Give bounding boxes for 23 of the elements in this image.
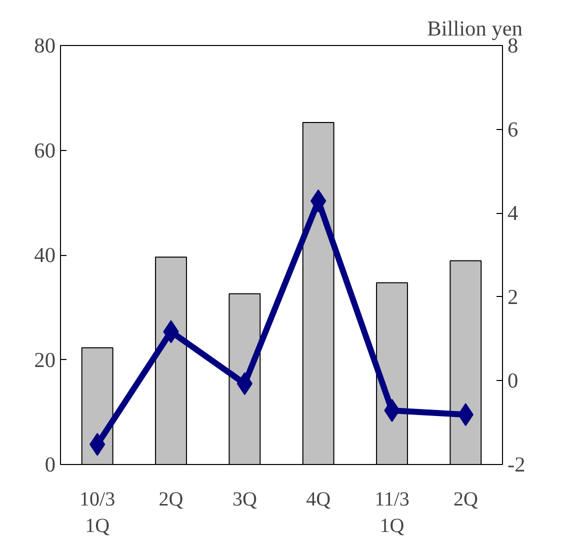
x-tick-label: 2Q bbox=[158, 488, 184, 510]
bar bbox=[228, 293, 261, 464]
x-tick-label: 11/3 1Q bbox=[374, 488, 410, 537]
y2-tick-label: 2 bbox=[508, 284, 518, 309]
y-tick-label: 80 bbox=[34, 34, 56, 58]
y-tick-label: 60 bbox=[34, 138, 56, 162]
bar bbox=[155, 256, 187, 464]
y2-tick-label: 6 bbox=[508, 117, 518, 142]
y-tick-label: 40 bbox=[34, 243, 56, 267]
y2-axis-title: Billion yen bbox=[427, 16, 523, 40]
y2-tick-label: 4 bbox=[508, 201, 518, 226]
x-tick-label: 3Q bbox=[232, 488, 258, 510]
bar bbox=[450, 260, 482, 464]
y-tick-label: 0 bbox=[44, 452, 56, 476]
x-tick-label: 10/3 1Q bbox=[80, 488, 116, 537]
x-tick-label: 4Q bbox=[306, 488, 332, 510]
bar bbox=[81, 347, 114, 464]
y2-tick-label: 0 bbox=[508, 368, 518, 393]
x-tick-label: 2Q bbox=[453, 488, 478, 510]
bar bbox=[376, 282, 408, 464]
bar bbox=[302, 122, 334, 464]
y2-tick-label: -2 bbox=[508, 452, 526, 476]
y-tick-label: 20 bbox=[34, 348, 56, 372]
